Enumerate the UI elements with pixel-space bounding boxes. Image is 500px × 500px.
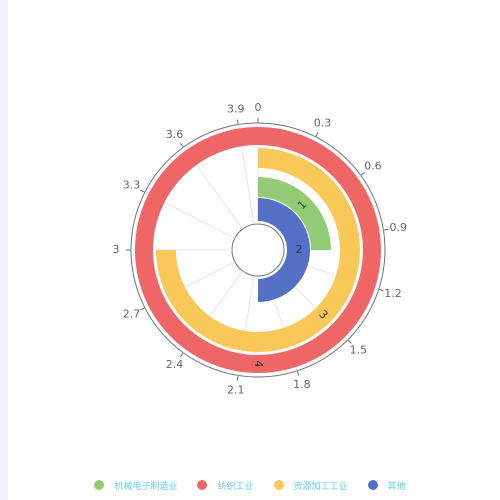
tick-label: 0.3 bbox=[314, 116, 332, 129]
bar-label-other: 2 bbox=[296, 243, 303, 256]
tick-label: 3.6 bbox=[166, 128, 184, 141]
tick-label: 2.1 bbox=[227, 383, 245, 396]
tick-label: 1.8 bbox=[293, 378, 311, 391]
tick-label: 3 bbox=[113, 243, 120, 256]
tick-label: 1.5 bbox=[350, 343, 368, 356]
legend-marker-other bbox=[367, 480, 378, 490]
tick-mark bbox=[180, 352, 184, 358]
legend-marker-textile bbox=[197, 480, 208, 490]
inner-axis-line bbox=[231, 223, 285, 277]
legend-label-resource: 资源加工工业 bbox=[293, 481, 348, 492]
tick-mark bbox=[180, 142, 184, 148]
tick-label: 0.6 bbox=[364, 160, 382, 173]
tick-label: 0 bbox=[255, 101, 262, 114]
tick-label: 3.9 bbox=[227, 103, 245, 116]
tick-label: 1.2 bbox=[384, 287, 402, 300]
legend-label-machinery: 机械电子制造业 bbox=[114, 481, 178, 492]
legend-label-textile: 纺织工业 bbox=[217, 481, 254, 492]
chart-legend: 机械电子制造业 纺织工业 资源加工工业 其他 bbox=[0, 476, 500, 494]
bar-other bbox=[258, 198, 310, 302]
legend-item-other[interactable]: 其他 bbox=[367, 479, 406, 492]
tick-mark bbox=[140, 189, 146, 193]
tick-mark bbox=[296, 370, 300, 376]
tick-label: 2.4 bbox=[166, 358, 184, 371]
legend-item-machinery[interactable]: 机械电子制造业 bbox=[94, 479, 177, 492]
tick-mark bbox=[347, 339, 352, 344]
tick-mark bbox=[315, 132, 319, 138]
tick-mark bbox=[378, 288, 384, 292]
legend-label-other: 其他 bbox=[387, 481, 406, 492]
tick-mark bbox=[236, 119, 239, 125]
tick-label: 0.9 bbox=[390, 221, 408, 234]
tick-label: 2.7 bbox=[123, 307, 141, 320]
legend-marker-resource bbox=[273, 480, 284, 490]
tick-mark bbox=[360, 172, 366, 176]
tick-mark bbox=[236, 375, 239, 381]
bar-machinery bbox=[258, 177, 331, 250]
bar-label-textile: 4 bbox=[252, 361, 265, 368]
tick-mark bbox=[140, 307, 146, 311]
legend-marker-machinery bbox=[94, 480, 105, 490]
tick-label: 3.3 bbox=[123, 179, 141, 192]
legend-item-textile[interactable]: 纺织工业 bbox=[197, 479, 254, 492]
tick-mark bbox=[383, 228, 389, 231]
legend-item-resource[interactable]: 资源加工工业 bbox=[273, 479, 348, 492]
left-edge-strip bbox=[0, 0, 8, 500]
